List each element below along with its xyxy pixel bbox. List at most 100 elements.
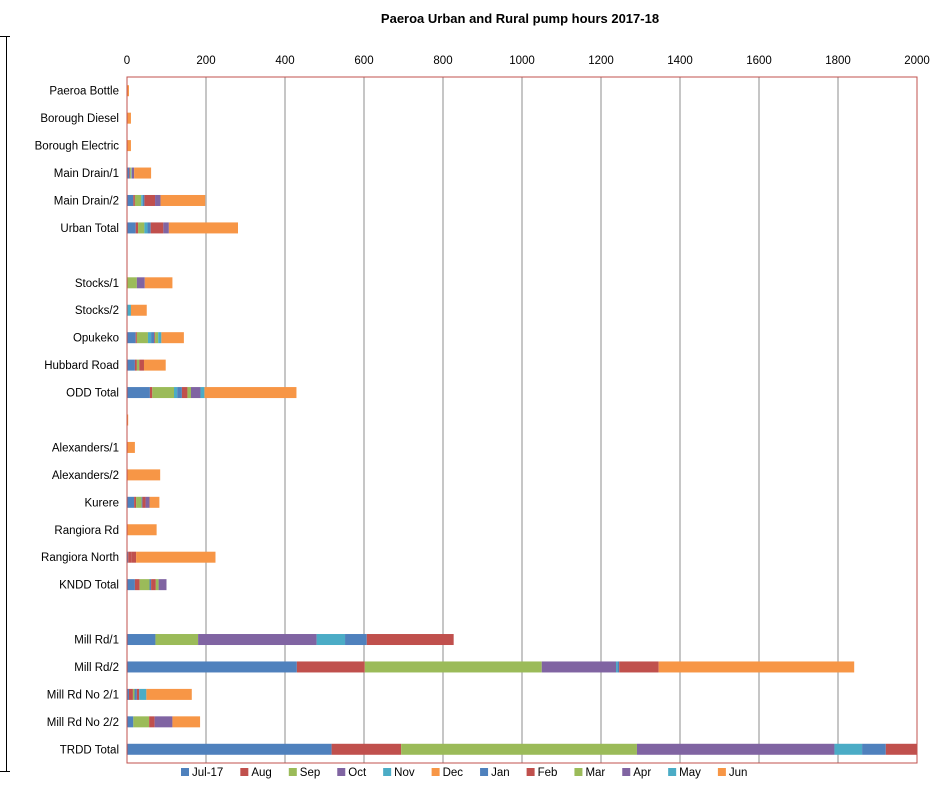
bar-segment <box>127 469 160 480</box>
y-category-label: TRDD Total <box>60 744 119 756</box>
bar-segment <box>141 195 143 206</box>
x-tick-label: 1800 <box>825 55 851 67</box>
legend-label: Feb <box>538 767 558 779</box>
bar-segment <box>151 222 164 233</box>
x-tick-label: 1400 <box>667 55 693 67</box>
x-tick-label: 1600 <box>746 55 772 67</box>
y-category-label: Borough Electric <box>35 141 120 153</box>
bar-segment <box>155 634 198 645</box>
x-tick-label: 400 <box>275 55 294 67</box>
legend-label: Jul-17 <box>192 767 223 779</box>
y-category-label: Borough Diesel <box>40 113 119 125</box>
bar-segment <box>198 634 317 645</box>
y-category-label: Stocks/1 <box>75 278 119 290</box>
bar-segment <box>152 387 174 398</box>
y-category-label: ODD Total <box>66 388 119 400</box>
legend-swatch <box>622 768 630 776</box>
bar-segment <box>144 195 155 206</box>
bar-segment <box>127 195 133 206</box>
bar-segment <box>616 661 618 672</box>
bar-segment <box>127 305 131 316</box>
bar-segment <box>151 332 154 343</box>
legend-label: Mar <box>585 767 605 779</box>
bar-segment <box>134 168 151 179</box>
bar-segment <box>834 744 862 755</box>
bar-segment <box>131 305 147 316</box>
bar-segment <box>136 222 138 233</box>
bar-segment <box>151 579 156 590</box>
bar-segment <box>619 661 659 672</box>
y-category-label: Mill Rd/1 <box>74 635 119 647</box>
bar-segment <box>127 113 131 124</box>
bar-segment <box>138 222 144 233</box>
bar-segment <box>131 552 136 563</box>
bar-segment <box>144 360 166 371</box>
bar-segment <box>332 744 402 755</box>
bar-segment <box>200 387 204 398</box>
bar-segment <box>140 579 150 590</box>
y-category-label: Main Drain/2 <box>54 195 119 207</box>
legend-swatch <box>240 768 248 776</box>
bar-segment <box>345 634 367 645</box>
y-category-label: Hubbard Road <box>44 360 119 372</box>
bar-segment <box>191 387 200 398</box>
bar-segment <box>142 497 143 508</box>
legend-swatch <box>289 768 297 776</box>
bar-segment <box>127 497 134 508</box>
y-category-label: Mill Rd/2 <box>74 662 119 674</box>
bar-segment <box>155 716 173 727</box>
bar-segment <box>127 716 133 727</box>
bar-segment <box>204 387 296 398</box>
gridlines <box>206 77 917 763</box>
legend-label: Nov <box>394 767 415 779</box>
bar-segment <box>182 387 188 398</box>
bar-segment <box>133 716 149 727</box>
bar-segment <box>156 579 159 590</box>
bar-segment <box>139 360 144 371</box>
bar-segment <box>150 387 152 398</box>
y-category-label: Alexanders/1 <box>52 442 119 454</box>
bar-segment <box>158 332 161 343</box>
legend-swatch <box>432 768 440 776</box>
bar-segment <box>127 744 332 755</box>
bar-segment <box>136 497 142 508</box>
legend-swatch <box>668 768 676 776</box>
legend-label: Sep <box>300 767 320 779</box>
bar-segment <box>862 744 886 755</box>
x-tick-label: 800 <box>433 55 452 67</box>
bar-segment <box>127 222 136 233</box>
legend-swatch <box>181 768 189 776</box>
y-category-label: Rangiora Rd <box>54 525 119 537</box>
legend-label: May <box>679 767 701 779</box>
legend-label: Jan <box>491 767 510 779</box>
legend-swatch <box>480 768 488 776</box>
bar-segment <box>367 634 454 645</box>
legend-swatch <box>383 768 391 776</box>
bar-segment <box>128 552 131 563</box>
bar-segment <box>155 195 161 206</box>
bar-segment <box>148 332 151 343</box>
bar-segment <box>401 744 637 755</box>
bar-segment <box>135 195 141 206</box>
bar-segment <box>150 579 152 590</box>
bar-segment <box>172 716 200 727</box>
chart-title: Paeroa Urban and Rural pump hours 2017-1… <box>381 11 659 26</box>
left-edge-rule-bottom <box>0 771 10 772</box>
bar-segment <box>127 661 297 672</box>
legend-label: Dec <box>443 767 464 779</box>
bar-segment <box>127 387 150 398</box>
bar-segment <box>135 579 140 590</box>
left-edge-vertical <box>6 36 7 772</box>
y-category-label: Mill Rd No 2/2 <box>47 717 119 729</box>
legend-swatch <box>527 768 535 776</box>
legend-swatch <box>718 768 726 776</box>
bar-segment <box>133 689 135 700</box>
legend-swatch <box>574 768 582 776</box>
x-tick-label: 600 <box>354 55 373 67</box>
bar-segment <box>297 661 365 672</box>
